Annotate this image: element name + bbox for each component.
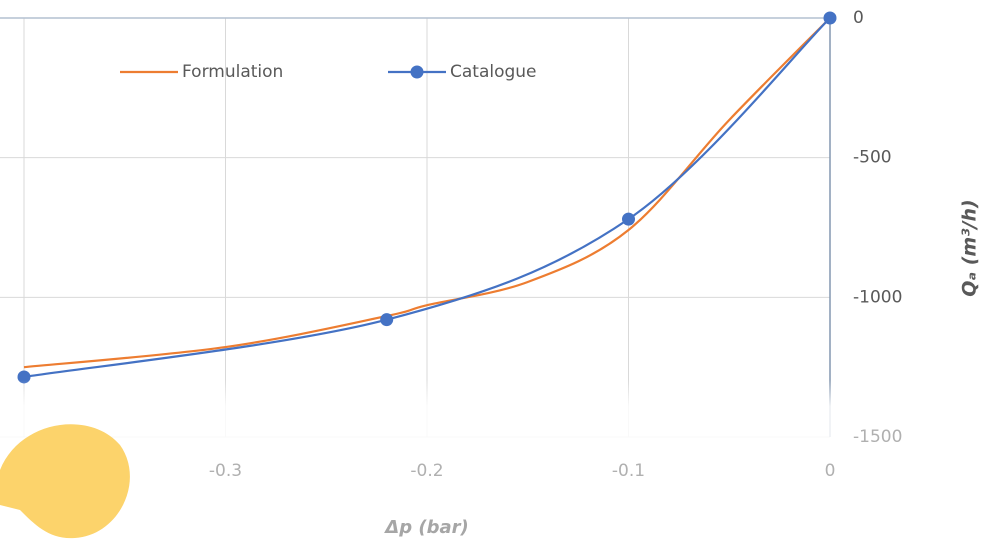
legend-marker bbox=[411, 66, 424, 79]
y-tick-label: -1000 bbox=[853, 287, 902, 307]
x-tick-label: -0.2 bbox=[410, 461, 443, 481]
x-tick-label: 0 bbox=[825, 461, 836, 481]
x-tick-label: -0.1 bbox=[612, 461, 645, 481]
x-axis-title: Δp (bar) bbox=[383, 517, 468, 538]
y-tick-label: -1500 bbox=[853, 427, 902, 447]
legend-label: Catalogue bbox=[450, 62, 537, 82]
data-point bbox=[622, 213, 635, 226]
data-point bbox=[824, 12, 837, 25]
chart: -1500-1000-5000-0.4-0.3-0.2-0.10Formulat… bbox=[0, 0, 989, 545]
y-tick-label: 0 bbox=[853, 8, 864, 28]
plot-area: -1500-1000-5000-0.4-0.3-0.2-0.10Formulat… bbox=[0, 8, 902, 481]
fade bbox=[0, 380, 835, 455]
legend-label: Formulation bbox=[182, 62, 283, 82]
y-tick-label: -500 bbox=[853, 148, 892, 168]
data-point bbox=[380, 313, 393, 326]
y-axis-title: Qₐ (m³/h) bbox=[959, 199, 981, 296]
x-tick-label: -0.3 bbox=[209, 461, 242, 481]
